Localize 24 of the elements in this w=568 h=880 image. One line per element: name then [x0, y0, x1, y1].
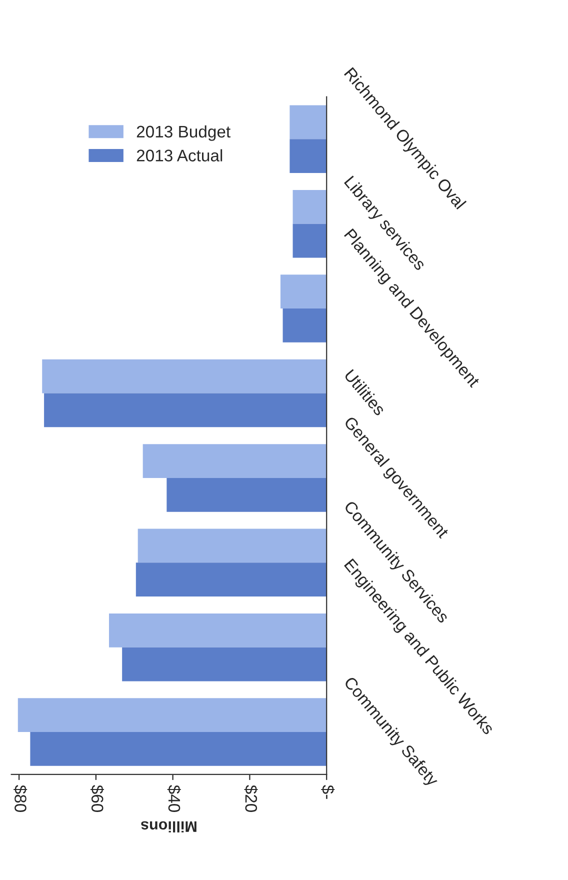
bar [292, 224, 327, 258]
x-tick-label: $20 [244, 784, 258, 812]
bar [109, 613, 327, 648]
bar [136, 562, 327, 597]
bar [290, 139, 327, 174]
x-tick-label: $- [321, 784, 335, 799]
bar [122, 647, 327, 682]
bar [18, 698, 327, 732]
bar [166, 478, 327, 512]
legend-label: 2013 Budget [136, 125, 230, 141]
bar [138, 528, 327, 563]
bar [292, 190, 327, 224]
x-axis-title: Millions [141, 821, 196, 832]
bar [30, 732, 327, 766]
legend-label: 2013 Actual [136, 149, 222, 162]
bar [282, 308, 327, 342]
x-tick-label: $80 [14, 784, 28, 812]
bar [44, 393, 327, 428]
x-tick-label: $40 [167, 784, 181, 812]
bar [290, 105, 327, 140]
bar [280, 274, 327, 309]
bar [142, 444, 327, 478]
x-tick-label: $60 [90, 784, 104, 812]
bar [42, 359, 327, 394]
